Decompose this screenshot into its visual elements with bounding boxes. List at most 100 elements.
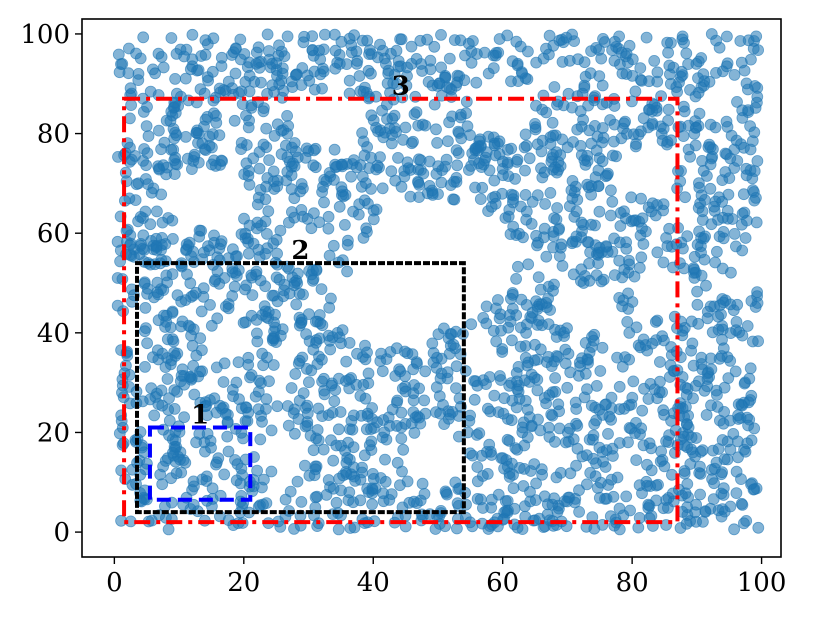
scatter-point xyxy=(175,466,188,479)
scatter-point xyxy=(638,382,650,395)
scatter-point xyxy=(696,444,709,457)
scatter-point xyxy=(721,453,734,466)
scatter-point xyxy=(414,494,427,507)
scatter-point xyxy=(543,29,556,42)
scatter-point xyxy=(204,434,217,447)
scatter-point xyxy=(353,70,366,82)
scatter-point xyxy=(285,382,298,394)
scatter-point xyxy=(332,523,345,536)
scatter-point xyxy=(300,328,313,341)
scatter-point xyxy=(593,205,606,218)
scatter-point xyxy=(288,276,301,289)
scatter-point xyxy=(517,231,529,244)
scatter-point xyxy=(282,419,295,432)
x-axis-ticks: 0 20 40 60 80 100 xyxy=(106,557,786,598)
scatter-point xyxy=(194,365,207,378)
scatter-point xyxy=(519,128,532,141)
scatter-point xyxy=(397,133,410,146)
scatter-point xyxy=(734,35,747,47)
scatter-point xyxy=(185,250,198,263)
scatter-point xyxy=(530,229,542,242)
scatter-point xyxy=(559,343,572,356)
scatter-point xyxy=(678,467,691,480)
scatter-point xyxy=(251,335,264,348)
scatter-point xyxy=(282,120,295,132)
scatter-point xyxy=(559,357,572,370)
scatter-point xyxy=(493,33,506,45)
scatter-point xyxy=(428,98,441,111)
scatter-point xyxy=(285,183,298,196)
scatter-point xyxy=(489,49,502,62)
y-tick-label: 20 xyxy=(37,418,70,448)
scatter-point xyxy=(267,165,280,178)
scatter-point xyxy=(470,48,483,60)
scatter-point xyxy=(152,124,165,137)
scatter-point xyxy=(604,209,617,222)
scatter-point xyxy=(697,515,709,528)
scatter-point xyxy=(473,157,485,170)
scatter-point xyxy=(290,298,303,311)
scatter-point xyxy=(435,29,447,41)
scatter-point xyxy=(502,321,515,334)
scatter-point xyxy=(505,142,518,155)
scatter-point xyxy=(297,288,309,301)
scatter-point xyxy=(716,323,729,336)
scatter-point xyxy=(514,200,527,213)
scatter-point xyxy=(229,43,242,55)
x-tick-label: 60 xyxy=(486,568,519,598)
scatter-point xyxy=(132,215,145,228)
scatter-point xyxy=(649,209,662,222)
scatter-point xyxy=(144,393,157,406)
scatter-point xyxy=(613,380,626,393)
scatter-point xyxy=(599,492,611,505)
scatter-point xyxy=(657,256,670,269)
scatter-point xyxy=(263,154,276,167)
scatter-point xyxy=(474,193,487,206)
scatter-point xyxy=(312,434,325,447)
scatter-point xyxy=(211,312,224,325)
scatter-point xyxy=(651,66,664,79)
scatter-point xyxy=(186,28,199,41)
scatter-point xyxy=(172,450,185,463)
scatter-point xyxy=(303,74,316,87)
scatter-point xyxy=(162,212,175,224)
scatter-point xyxy=(581,236,594,249)
scatter-point xyxy=(410,53,423,65)
scatter-point xyxy=(514,321,527,334)
scatter-point xyxy=(452,147,465,160)
scatter-point xyxy=(560,31,573,44)
scatter-point xyxy=(137,31,150,44)
scatter-point xyxy=(745,434,758,447)
scatter-point xyxy=(570,403,583,415)
scatter-point xyxy=(471,144,484,157)
scatter-point xyxy=(618,117,630,130)
scatter-point xyxy=(166,433,179,446)
scatter-point xyxy=(440,153,453,166)
scatter-point xyxy=(401,347,414,360)
scatter-point xyxy=(664,359,677,372)
scatter-point xyxy=(122,67,135,80)
scatter-point xyxy=(526,306,539,319)
scatter-point xyxy=(699,505,712,518)
scatter-point xyxy=(242,121,255,134)
scatter-point xyxy=(625,422,637,435)
scatter-point xyxy=(570,230,583,243)
scatter-point xyxy=(391,456,404,469)
scatter-point xyxy=(396,382,409,395)
scatter-point xyxy=(160,161,173,174)
scatter-point xyxy=(148,409,161,422)
scatter-point xyxy=(592,257,604,270)
scatter-point xyxy=(350,57,363,70)
scatter-point xyxy=(501,494,514,507)
scatter-point xyxy=(465,318,478,331)
scatter-point xyxy=(504,228,517,241)
scatter-point xyxy=(626,296,639,308)
scatter-point xyxy=(505,457,518,470)
region-box-1 xyxy=(147,425,253,502)
scatter-point xyxy=(357,378,370,391)
scatter-point xyxy=(455,132,468,145)
scatter-point xyxy=(366,498,379,511)
scatter-point xyxy=(217,376,230,388)
scatter-point xyxy=(588,418,601,431)
scatter-point xyxy=(634,62,647,74)
